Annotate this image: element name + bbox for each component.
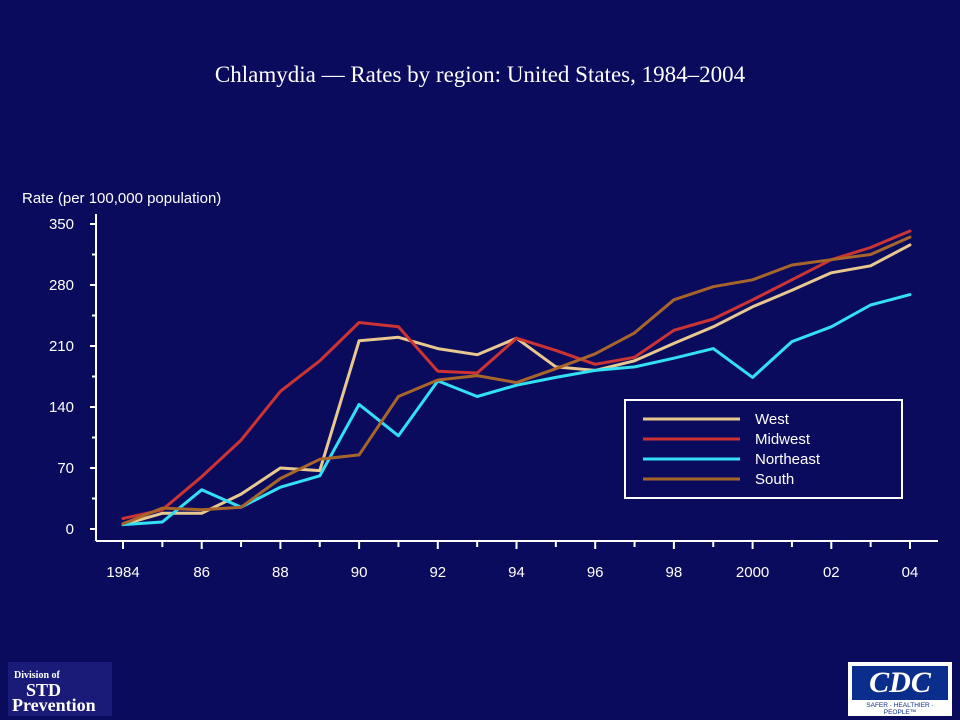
series-line-midwest xyxy=(121,229,912,520)
std-logo-line3: Prevention xyxy=(12,695,96,715)
y-tick-label: 70 xyxy=(57,460,74,477)
y-tick-label: 210 xyxy=(49,338,74,355)
x-tick-label: 02 xyxy=(823,564,840,581)
x-tick-label: 1984 xyxy=(106,564,139,581)
series-layer xyxy=(121,229,912,527)
std-logo-line2: STD xyxy=(26,680,62,700)
x-tick-label: 92 xyxy=(429,564,446,581)
x-tick-label: 88 xyxy=(272,564,289,581)
cdc-logo-mark: CDC xyxy=(852,666,948,700)
std-logo-line1: Division of xyxy=(14,670,60,681)
series-line-south xyxy=(121,235,912,526)
x-tick-label: 98 xyxy=(666,564,683,581)
legend-label-south: South xyxy=(755,471,794,488)
y-tick-label: 0 xyxy=(66,521,74,538)
x-tick-label: 86 xyxy=(193,564,210,581)
x-tick-label: 04 xyxy=(902,564,919,581)
std-division-logo: Division of STD Prevention xyxy=(8,662,112,716)
cdc-logo: CDC SAFER · HEALTHIER · PEOPLE™ xyxy=(848,662,952,716)
y-tick-label: 280 xyxy=(49,277,74,294)
series-line-northeast xyxy=(121,293,912,527)
chart-title: Chlamydia — Rates by region: United Stat… xyxy=(214,62,746,87)
x-tick-label: 2000 xyxy=(736,564,769,581)
legend-label-northeast: Northeast xyxy=(755,451,821,468)
y-axis-label: Rate (per 100,000 population) xyxy=(22,190,221,207)
legend: West Midwest Northeast South xyxy=(624,399,903,499)
legend-label-midwest: Midwest xyxy=(755,431,811,448)
axes: 0 70 140 210 280 350 1984 86 88 90 92 94 96 98 2000 02 0… xyxy=(22,190,938,581)
y-tick-label: 140 xyxy=(49,399,74,416)
x-tick-label: 94 xyxy=(508,564,525,581)
y-tick-label: 350 xyxy=(49,216,74,233)
legend-box xyxy=(624,399,903,499)
cdc-logo-tagline: SAFER · HEALTHIER · PEOPLE™ xyxy=(866,702,934,716)
x-tick-label: 90 xyxy=(351,564,368,581)
legend-label-west: West xyxy=(755,411,790,428)
x-tick-label: 96 xyxy=(587,564,604,581)
